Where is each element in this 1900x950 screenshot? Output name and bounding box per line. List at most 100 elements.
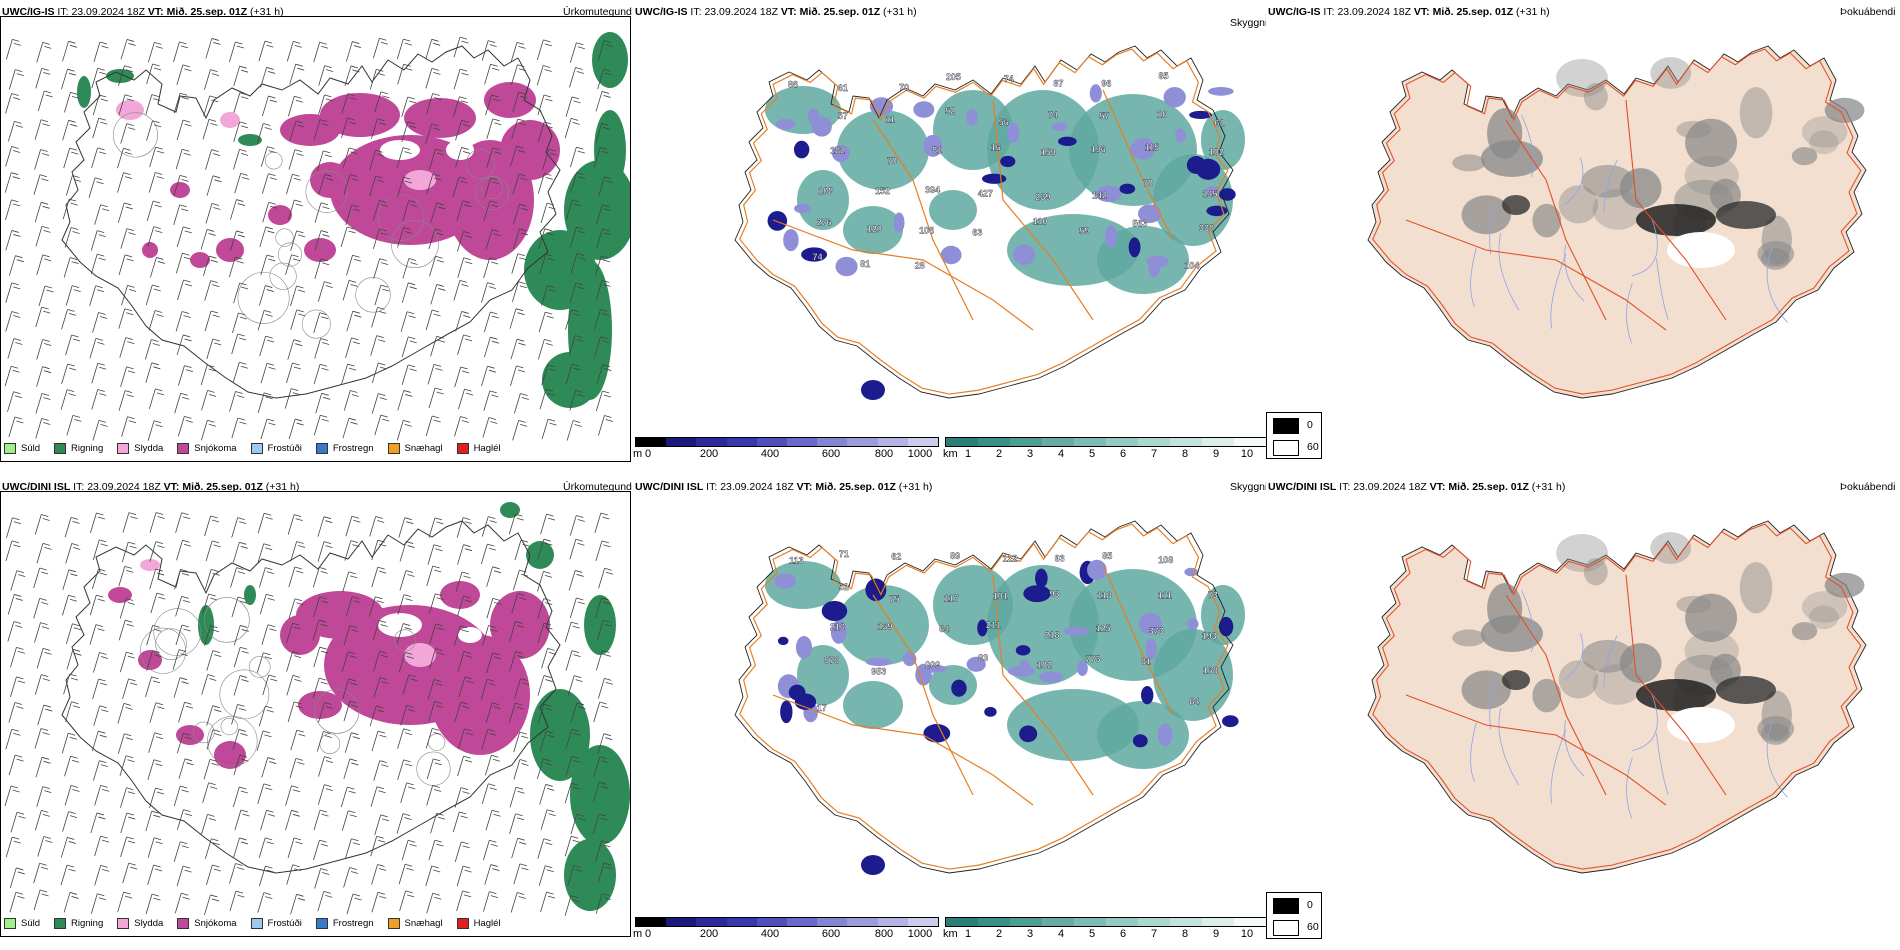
cloudbase-tick: 600 [821,928,841,940]
wind-barb [509,621,525,642]
wind-barb [598,567,614,589]
wind-barb [147,420,163,441]
rain-area [530,689,590,781]
road [772,219,1034,331]
contour [416,751,451,786]
low-cloud-area [913,101,935,118]
wind-barb [260,67,276,88]
wind-barb [61,68,77,90]
fog-index-map [1367,45,1867,399]
wind-barb [396,147,412,168]
wind-barb [597,677,613,699]
cloudbase-value: 81 [1141,657,1151,667]
wind-barb [204,515,220,537]
visibility-tick: 1 [964,448,972,460]
snow-area [142,242,158,258]
wind-barb [92,539,108,561]
wind-barb [261,757,277,778]
vt-value: Mið. 25.sep. 01Z [182,481,263,493]
contour [305,170,348,213]
colorbar-segment [1042,438,1074,446]
wind-barb [483,390,499,411]
wind-barb [566,420,582,441]
wind-barb [91,362,107,384]
wind-barb [173,785,189,807]
wind-barb [234,809,250,831]
wind-barb [34,149,50,170]
cloudbase-value: 122 [1003,554,1018,564]
wind-barb [569,282,585,304]
wind-barb [201,389,217,411]
wind-barb [88,177,104,198]
ring-road [739,48,1229,395]
road [1405,694,1667,806]
cloudbase-value: 61 [838,83,848,93]
cloudbase-value: 86 [788,80,798,90]
fog-index-label: Þokuábendi [1840,6,1896,18]
legend-label: Snjókoma [194,917,237,929]
contour [192,721,215,744]
wind-barb [346,893,362,915]
cloudbase-value: 373 [1149,626,1164,636]
wind-barb [341,810,357,831]
wind-barb [343,700,359,722]
visibility-area [843,206,903,254]
wind-barb [120,366,136,387]
wind-barb [176,865,192,887]
ring-road [739,523,1229,870]
snow-area [404,98,476,138]
low-cloud-area [1007,122,1020,143]
fog-label-0: 0 [1307,419,1313,431]
cloudbase-value: 152 [875,186,890,196]
wind-barb [173,841,189,862]
wind-barb [178,758,194,779]
wind-barb [512,228,528,250]
contour [355,277,391,313]
wind-barb [316,731,332,752]
contour [275,228,294,247]
wind-barb [539,784,555,805]
visibility-unit: km [943,448,958,460]
wind-barb [513,863,529,885]
wind-barb [429,255,445,277]
visibility-area [1201,110,1245,170]
wind-barbs [4,36,614,441]
wind-barbs [4,512,614,916]
cloudbase-value: 145 [1202,189,1217,199]
wind-barb [374,814,390,835]
rain-area [238,134,262,146]
cloudbase-value: 953 [871,666,886,676]
wind-barb [90,812,106,834]
vt-label: VT: [1413,6,1430,18]
colorbar-segment [666,438,697,446]
lead-time: (+31 h) [1516,6,1550,18]
fog-index-area [1487,108,1523,159]
wind-barb [373,258,389,279]
visibility-tick: 3 [1026,448,1034,460]
visibility-tick: 2 [995,928,1003,940]
precip-type-label: Úrkomutegund [563,6,632,18]
cloudbase-value: 394 [925,185,940,195]
wind-barb [204,568,220,590]
colorbar-segment [636,438,667,446]
wind-barb [234,173,250,194]
wind-barb [289,757,305,779]
wind-barb [260,146,276,167]
fog-index-area [1667,232,1735,268]
wind-barb [35,393,51,414]
visibility-area [987,565,1099,685]
colorbar-segment [1106,438,1138,446]
wind-barb [313,596,329,617]
it-value: 23.09.2024 18Z [87,481,161,493]
wind-barb [454,366,470,388]
low-cloud-area [861,855,885,875]
low-cloud-area [1148,260,1160,278]
contour [112,112,158,158]
wind-barb [537,571,553,592]
wind-barb [401,96,417,118]
wind-barb [483,257,499,279]
wind-barb [33,567,49,589]
cloudbase-value: 196 [1091,144,1106,154]
wind-barb [318,65,334,86]
wind-barb [200,364,216,386]
